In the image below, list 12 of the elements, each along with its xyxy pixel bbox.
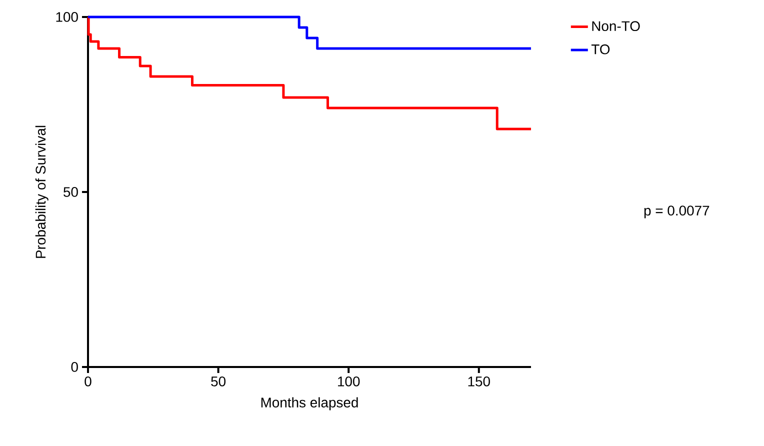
x-axis-title: Months elapsed — [261, 397, 358, 410]
text: p = 0.0077 — [644, 206, 710, 218]
x-tick-label: 100 — [338, 376, 360, 386]
legend-label: TO — [591, 44, 610, 54]
y-tick-label: 50 — [64, 187, 78, 197]
legend-label: Non-TO — [592, 21, 640, 32]
x-tick-label: 150 — [468, 376, 490, 386]
y-tick-label: 0 — [71, 362, 78, 372]
y-tick-label: 100 — [56, 12, 78, 22]
y-axis-title: Probability of Survival — [35, 126, 48, 258]
x-tick-label: 50 — [211, 376, 226, 386]
x-tick-label: 0 — [84, 376, 92, 386]
